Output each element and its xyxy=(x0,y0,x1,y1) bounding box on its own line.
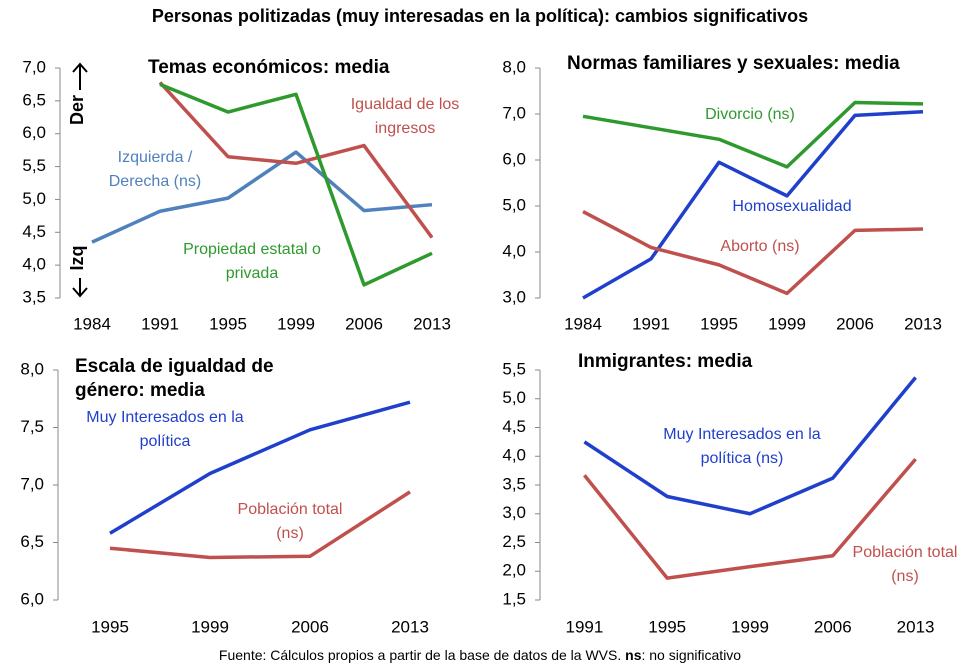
x-tick-label: 1999 xyxy=(768,314,806,333)
series-line xyxy=(109,490,411,560)
y-tick-label: 7,0 xyxy=(20,474,44,493)
y-tick-label: 6,5 xyxy=(22,90,46,109)
series-line xyxy=(582,109,924,300)
series-line xyxy=(582,209,924,296)
series-label: Población total (ns) xyxy=(237,501,343,542)
series-label: Muy Interesados en la política xyxy=(86,409,244,450)
y-tick-label: 3,0 xyxy=(502,503,526,522)
y-tick-label: 4,0 xyxy=(502,446,526,465)
y-tick-label: 5,5 xyxy=(22,156,46,175)
y-tick-label: 5,0 xyxy=(22,189,46,208)
x-tick-label: 2006 xyxy=(291,617,329,636)
panel-title: Normas familiares y sexuales: media xyxy=(567,53,900,74)
axis-arrow xyxy=(72,62,88,90)
y-tick-label: 1,5 xyxy=(502,589,526,608)
series-label: Izquierda / Derecha (ns) xyxy=(108,149,202,190)
main-title: Personas politizadas (muy interesadas en… xyxy=(151,6,809,26)
x-tick-label: 1984 xyxy=(73,314,111,333)
y-tick-label: 7,0 xyxy=(22,57,46,76)
series-line xyxy=(583,457,917,580)
panel-title: Inmigrantes: media xyxy=(578,351,753,372)
y-tick-label: 2,5 xyxy=(502,532,526,551)
series-label: Población total (ns) xyxy=(852,544,958,585)
series-line xyxy=(159,82,433,287)
x-tick-label: 1991 xyxy=(632,314,670,333)
y-tick-label: 6,5 xyxy=(20,532,44,551)
y-tick-label: 3,5 xyxy=(502,474,526,493)
y-tick-label: 4,5 xyxy=(22,222,46,241)
x-tick-label: 1991 xyxy=(565,617,603,636)
x-tick-label: 1995 xyxy=(209,314,247,333)
axis-annotation: Der xyxy=(67,95,87,125)
source-text: Fuente: Cálculos propios a partir de la … xyxy=(218,647,626,663)
y-tick-label: 4,0 xyxy=(22,255,46,274)
x-tick-label: 1995 xyxy=(700,314,738,333)
y-tick-label: 8,0 xyxy=(20,359,44,378)
y-tick-label: 4,0 xyxy=(502,241,526,260)
y-tick-label: 3,5 xyxy=(22,287,46,306)
axis-arrow xyxy=(72,278,88,298)
y-tick-label: 5,0 xyxy=(502,388,526,407)
x-tick-label: 2013 xyxy=(413,314,451,333)
y-tick-label: 6,0 xyxy=(20,589,44,608)
x-tick-label: 1999 xyxy=(731,617,769,636)
source-note: : no significativo xyxy=(641,647,742,663)
x-tick-label: 1999 xyxy=(191,617,229,636)
series-line xyxy=(582,100,924,169)
series-line xyxy=(91,150,433,244)
y-tick-label: 3,0 xyxy=(502,287,526,306)
x-tick-label: 2013 xyxy=(897,617,935,636)
x-tick-label: 2006 xyxy=(836,314,874,333)
x-tick-label: 2013 xyxy=(391,617,429,636)
panel-title: Temas económicos: media xyxy=(148,57,390,78)
series-label: Muy Interesados en la política (ns) xyxy=(663,426,821,467)
x-tick-label: 1999 xyxy=(277,314,315,333)
y-tick-label: 5,0 xyxy=(502,195,526,214)
series-label: Aborto (ns) xyxy=(720,238,800,255)
x-tick-label: 2013 xyxy=(904,314,942,333)
y-tick-label: 4,5 xyxy=(502,417,526,436)
source-bold: ns xyxy=(625,647,642,663)
y-tick-label: 7,5 xyxy=(20,417,44,436)
x-tick-label: 1995 xyxy=(648,617,686,636)
y-tick-label: 6,0 xyxy=(22,123,46,142)
y-tick-label: 5,5 xyxy=(502,359,526,378)
series-line xyxy=(158,81,434,239)
y-tick-label: 7,0 xyxy=(502,103,526,122)
y-tick-label: 6,0 xyxy=(502,149,526,168)
series-line xyxy=(109,400,411,535)
series-label: Propiedad estatal o privada xyxy=(183,241,321,282)
series-label: Divorcio (ns) xyxy=(705,106,795,123)
x-tick-label: 2006 xyxy=(814,617,852,636)
source: Fuente: Cálculos propios a partir de la … xyxy=(0,647,960,663)
x-tick-label: 1984 xyxy=(564,314,602,333)
axis-annotation: Izq xyxy=(67,246,87,271)
x-tick-label: 2006 xyxy=(345,314,383,333)
panel-title: Escala de igualdad de género: media xyxy=(75,356,274,401)
series-line xyxy=(583,376,917,516)
y-tick-label: 2,0 xyxy=(502,561,526,580)
x-tick-label: 1995 xyxy=(91,617,129,636)
series-label: Homosexualidad xyxy=(732,198,852,215)
y-tick-label: 8,0 xyxy=(502,57,526,76)
series-label: Igualdad de los ingresos xyxy=(350,96,460,137)
x-tick-label: 1991 xyxy=(141,314,179,333)
